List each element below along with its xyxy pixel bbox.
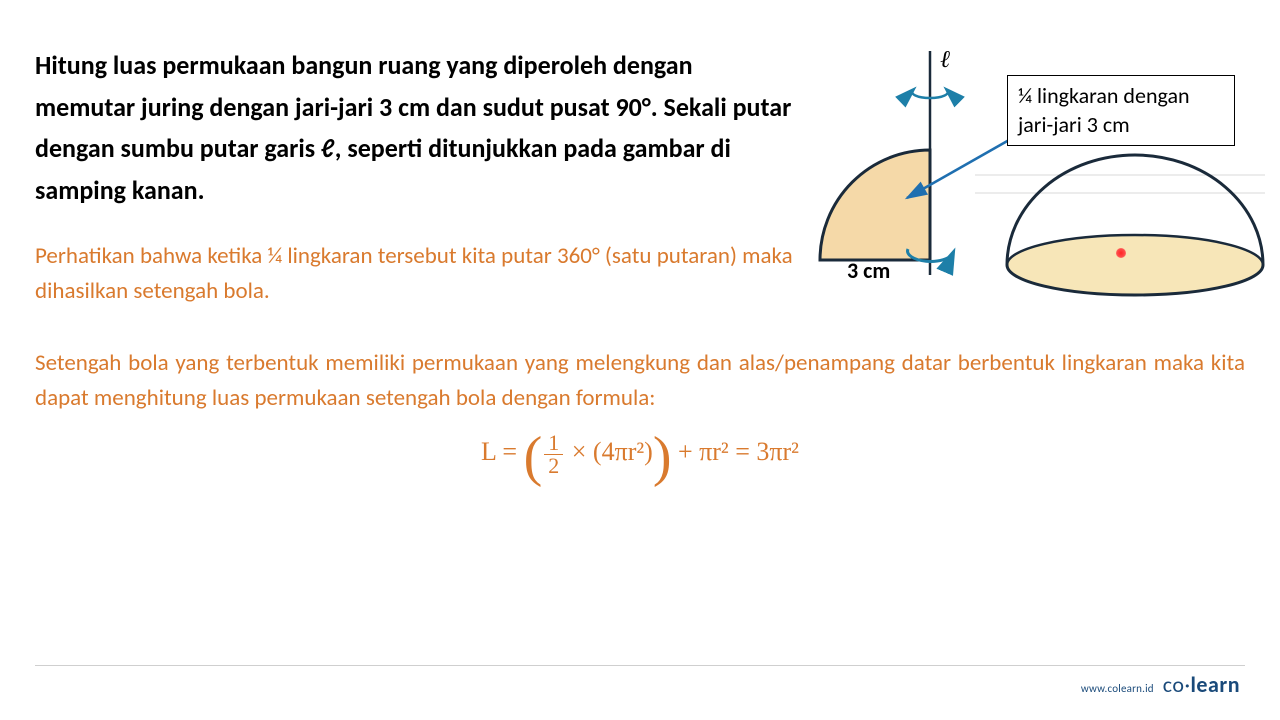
footer-url: www.colearn.id	[1081, 682, 1154, 695]
formula-suffix: + πr² = 3πr²	[671, 437, 799, 466]
callout-line1: ¼ lingkaran dengan	[1018, 82, 1190, 109]
diagram: ¼ lingkaran dengan jari-jari 3 cm	[795, 45, 1245, 315]
explanation-paragraph-2: Setengah bola yang terbentuk memiliki pe…	[35, 346, 1245, 415]
formula-prefix: L =	[481, 437, 524, 466]
footer: www.colearn.id co·learn	[1081, 671, 1240, 698]
axis-label: ℓ	[940, 47, 950, 73]
quarter-circle	[820, 150, 930, 260]
pointer-dot-icon	[1116, 248, 1126, 258]
formula: L = (12 × (4πr²)) + πr² = 3πr²	[35, 425, 1245, 489]
callout-box: ¼ lingkaran dengan jari-jari 3 cm	[1007, 75, 1235, 146]
formula-inside: × (4πr²)	[565, 437, 653, 466]
brand-logo: co·learn	[1163, 671, 1240, 698]
footer-divider	[35, 665, 1245, 666]
explanation-paragraph-1: Perhatikan bahwa ketika ¼ lingkaran ters…	[35, 239, 805, 308]
callout-line2: jari-jari 3 cm	[1018, 111, 1130, 138]
formula-fraction: 12	[544, 432, 563, 477]
radius-label: 3 cm	[847, 257, 890, 284]
problem-statement: Hitung luas permukaan bangun ruang yang …	[35, 45, 795, 211]
